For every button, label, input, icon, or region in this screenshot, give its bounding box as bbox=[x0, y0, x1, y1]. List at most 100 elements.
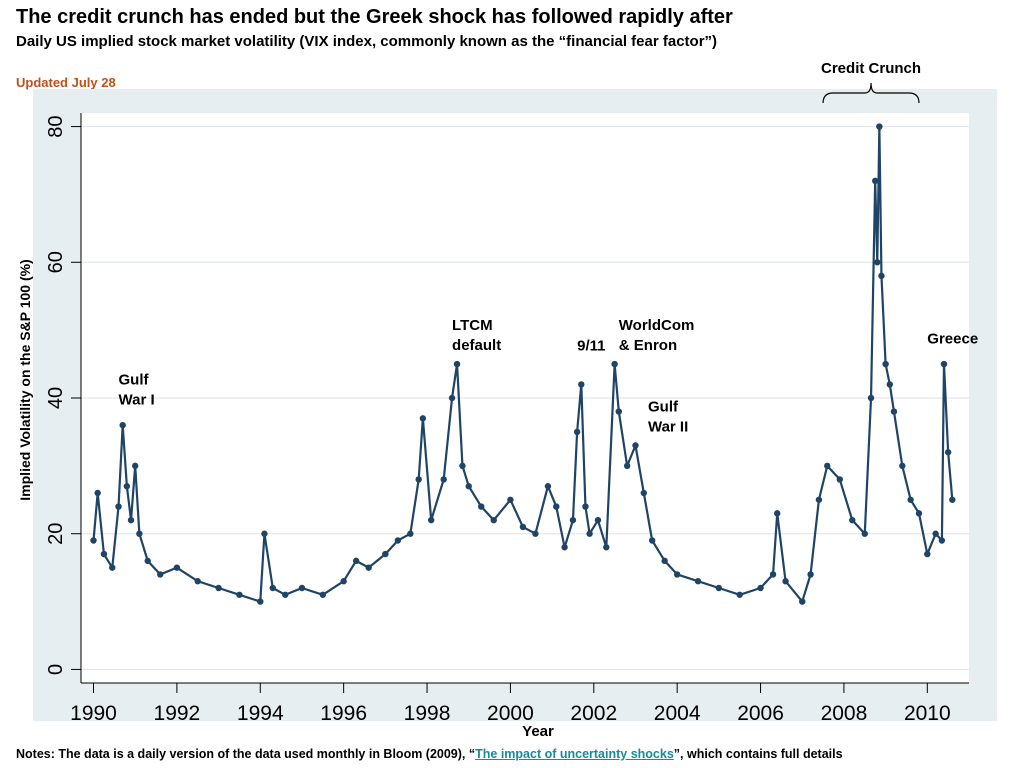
x-tick-label: 2002 bbox=[570, 702, 617, 725]
vix-data-point bbox=[407, 530, 414, 537]
vix-data-point bbox=[519, 523, 527, 531]
vix-data-point bbox=[465, 483, 472, 490]
x-tick-label: 2008 bbox=[821, 702, 868, 725]
x-tick-label: 2010 bbox=[904, 702, 951, 725]
vix-data-point bbox=[319, 591, 327, 598]
credit-crunch-brace bbox=[822, 82, 920, 104]
vix-data-point bbox=[459, 462, 466, 470]
vix-data-point bbox=[215, 584, 222, 592]
vix-data-point bbox=[415, 476, 422, 483]
x-axis-label: Year bbox=[522, 723, 554, 740]
vix-data-point bbox=[131, 462, 139, 470]
vix-data-point bbox=[261, 530, 268, 537]
x-tick-label: 2000 bbox=[487, 702, 534, 725]
vix-data-point bbox=[938, 537, 946, 544]
vix-data-point bbox=[774, 510, 781, 517]
vix-data-point bbox=[824, 462, 831, 470]
vix-data-point bbox=[815, 496, 823, 503]
vix-data-point bbox=[769, 571, 777, 578]
vix-data-point bbox=[394, 537, 402, 544]
vix-data-point bbox=[890, 408, 898, 415]
annotations: Gulf War I LTCM default 9/11 WorldCom & Enron G… bbox=[119, 60, 979, 436]
chart-title: The credit crunch has ended but the Gree… bbox=[16, 6, 733, 28]
vix-data-point bbox=[123, 483, 131, 490]
vix-data-point bbox=[173, 564, 181, 571]
vix-data-point bbox=[915, 510, 923, 517]
vix-data-point bbox=[269, 584, 276, 592]
vix-data-point bbox=[867, 394, 875, 402]
event-annotation: Greece bbox=[927, 331, 978, 348]
vix-data-point bbox=[757, 584, 764, 592]
vix-data-point bbox=[236, 591, 243, 598]
vix-data-point bbox=[799, 598, 806, 605]
vix-data-point bbox=[94, 489, 101, 497]
vix-data-point bbox=[932, 530, 939, 537]
vix-data-point bbox=[836, 476, 843, 483]
vix-data-point bbox=[365, 564, 372, 571]
vix-data-point bbox=[157, 571, 164, 578]
vix-data-point bbox=[553, 503, 560, 510]
x-tick-label: 2004 bbox=[654, 702, 701, 725]
vix-data-point bbox=[578, 381, 585, 388]
vix-data-point bbox=[298, 584, 306, 592]
vix-data-point bbox=[573, 428, 581, 436]
vix-data-point bbox=[615, 408, 623, 415]
vix-data-point bbox=[453, 360, 461, 368]
vix-data-point bbox=[115, 503, 122, 510]
vix-data-point bbox=[673, 571, 681, 578]
y-axis-label: Implied Volatility on the S&P 100 (%) bbox=[17, 259, 33, 500]
vix-data-point bbox=[127, 516, 135, 524]
footnote-suffix: ”, which contains full details bbox=[673, 747, 843, 761]
vix-data-point bbox=[507, 496, 514, 503]
vix-data-point bbox=[736, 591, 743, 598]
vix-data-point bbox=[949, 496, 956, 503]
vix-data-point bbox=[640, 489, 648, 497]
vix-data-point bbox=[661, 557, 668, 565]
vix-data-point bbox=[899, 462, 906, 470]
vix-data-point bbox=[440, 476, 447, 483]
vix-data-point bbox=[90, 537, 97, 544]
y-tick-label: 40 bbox=[45, 387, 67, 409]
vix-data-point bbox=[478, 503, 485, 510]
event-annotation: Gulf War I bbox=[119, 371, 155, 408]
vix-data-point bbox=[782, 578, 789, 585]
footnote: Notes: The data is a daily version of th… bbox=[16, 747, 843, 761]
grid-lines bbox=[81, 125, 969, 671]
event-annotation: WorldCom & Enron bbox=[619, 317, 695, 354]
y-tick-label: 0 bbox=[45, 664, 67, 675]
y-tick-label: 20 bbox=[45, 523, 67, 545]
axes: 0 20 40 60 80 1990 1992 1994 1996 1998 2000 2002 200… bbox=[45, 113, 969, 725]
vix-data-point bbox=[849, 516, 856, 524]
vix-data-point bbox=[648, 537, 656, 544]
paper-link[interactable]: The impact of uncertainty shocks bbox=[475, 747, 674, 761]
vix-data-point bbox=[569, 516, 577, 524]
vix-data-point bbox=[715, 584, 723, 592]
updated-label: Updated July 28 bbox=[16, 75, 116, 90]
vix-data-point bbox=[944, 449, 952, 456]
vix-data-point bbox=[382, 550, 389, 558]
vix-data-point bbox=[340, 578, 347, 585]
vix-data-point bbox=[871, 177, 879, 185]
vix-data-point bbox=[119, 421, 126, 429]
vix-data-point bbox=[940, 360, 948, 368]
x-tick-label: 1990 bbox=[70, 702, 117, 725]
vix-data-point bbox=[532, 530, 539, 537]
event-annotation: 9/11 bbox=[577, 338, 605, 355]
vix-data-point bbox=[603, 544, 610, 551]
vix-data-point bbox=[924, 550, 931, 558]
x-tick-label: 1996 bbox=[320, 702, 367, 725]
vix-data-point bbox=[878, 272, 885, 280]
vix-data-point bbox=[282, 591, 289, 598]
vix-series-line bbox=[92, 125, 954, 603]
y-tick-label: 60 bbox=[45, 251, 67, 273]
x-tick-label: 1992 bbox=[154, 702, 201, 725]
vix-data-point bbox=[100, 550, 108, 558]
x-tick-label: 1994 bbox=[237, 702, 284, 725]
series-layer bbox=[90, 123, 956, 605]
x-tick-label: 2006 bbox=[737, 702, 784, 725]
vix-data-point bbox=[694, 578, 702, 585]
vix-data-point bbox=[109, 564, 116, 571]
vix-data-point bbox=[882, 360, 889, 368]
vix-data-point bbox=[490, 516, 497, 524]
vix-data-point bbox=[876, 123, 883, 130]
